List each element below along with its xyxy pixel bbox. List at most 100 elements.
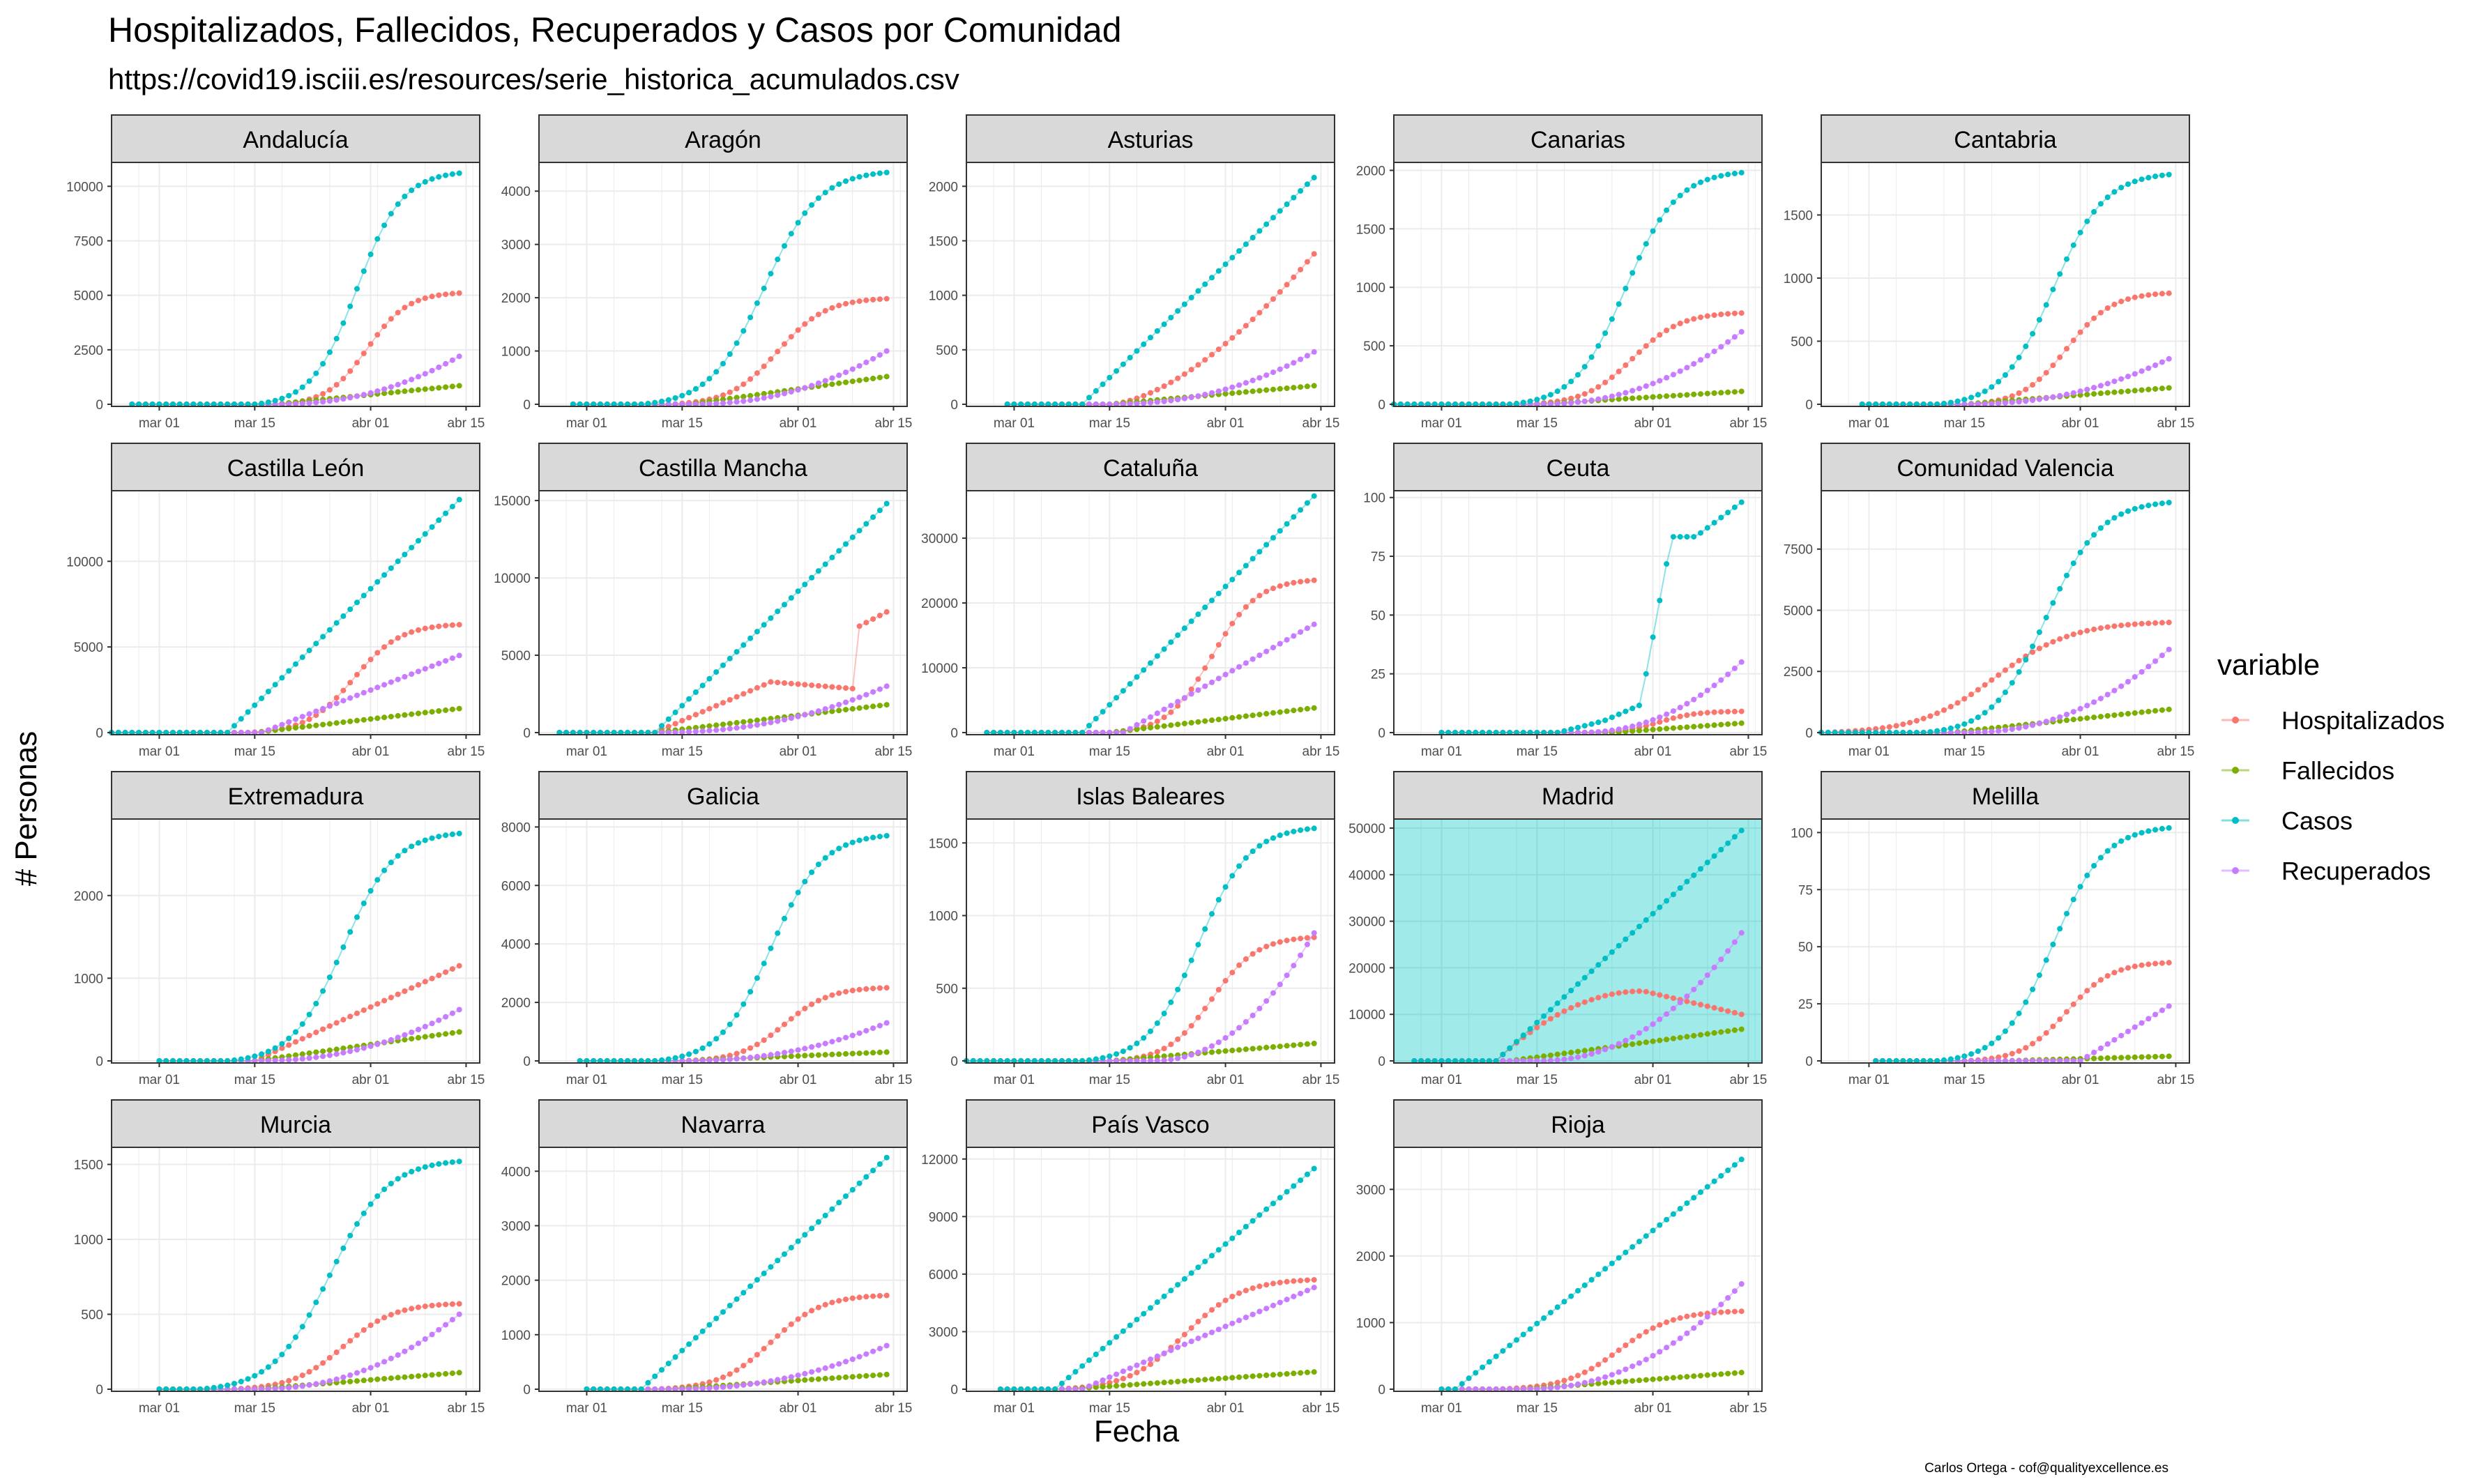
x-tick-label: abr 15 bbox=[1730, 1401, 1768, 1416]
data-point bbox=[699, 381, 706, 388]
data-point bbox=[2084, 386, 2090, 392]
data-point bbox=[326, 703, 333, 709]
series-line bbox=[966, 827, 1314, 1062]
data-point bbox=[2077, 549, 2083, 556]
data-point bbox=[313, 1000, 319, 1007]
data-point bbox=[1154, 1353, 1160, 1359]
data-point bbox=[1725, 1008, 1731, 1014]
data-point bbox=[1941, 707, 1947, 713]
data-point bbox=[1547, 1385, 1553, 1391]
data-point bbox=[279, 395, 285, 401]
data-point bbox=[1243, 563, 1249, 569]
data-point bbox=[1175, 308, 1181, 314]
data-point bbox=[761, 961, 767, 967]
data-point bbox=[2009, 1020, 2015, 1026]
y-tick-label: 0 bbox=[523, 1383, 531, 1398]
data-point bbox=[1636, 924, 1642, 930]
data-point bbox=[849, 1356, 856, 1362]
data-point bbox=[286, 1377, 292, 1384]
data-point bbox=[1284, 282, 1290, 288]
data-point bbox=[416, 668, 421, 675]
x-tick-label: mar 01 bbox=[566, 1401, 607, 1416]
data-point bbox=[2023, 386, 2029, 392]
data-point bbox=[713, 1315, 720, 1322]
data-point bbox=[326, 1047, 333, 1053]
data-point bbox=[1657, 217, 1663, 223]
data-point bbox=[692, 712, 699, 718]
data-point bbox=[849, 839, 856, 846]
data-point bbox=[1202, 665, 1208, 671]
series-line bbox=[966, 1043, 1314, 1062]
data-point bbox=[775, 680, 781, 686]
data-point bbox=[360, 1368, 367, 1373]
data-point bbox=[402, 1172, 408, 1178]
data-point bbox=[1643, 671, 1649, 677]
data-point bbox=[2091, 532, 2097, 538]
data-point bbox=[1588, 729, 1595, 735]
data-point bbox=[1086, 1057, 1092, 1063]
data-point bbox=[1229, 1320, 1236, 1326]
data-point bbox=[1636, 1360, 1642, 1366]
data-point bbox=[367, 390, 374, 396]
data-point bbox=[409, 1030, 415, 1035]
data-point bbox=[1263, 303, 1270, 309]
data-point bbox=[1616, 990, 1622, 996]
data-point bbox=[1684, 1313, 1690, 1319]
data-point bbox=[1277, 832, 1283, 839]
data-point bbox=[1657, 332, 1663, 338]
data-point bbox=[1670, 725, 1676, 731]
data-point bbox=[286, 401, 292, 407]
data-point bbox=[1202, 1258, 1208, 1264]
data-point bbox=[443, 510, 449, 517]
data-point bbox=[347, 1048, 354, 1055]
y-tick-label: 0 bbox=[1805, 1055, 1813, 1069]
data-point bbox=[1609, 727, 1615, 733]
legend-item-casos: Casos bbox=[2221, 806, 2353, 835]
data-point bbox=[1934, 728, 1940, 734]
data-point bbox=[1568, 988, 1574, 993]
data-point bbox=[360, 901, 367, 906]
data-point bbox=[1188, 957, 1194, 963]
data-point bbox=[1215, 1048, 1222, 1055]
data-point bbox=[293, 401, 298, 407]
data-point bbox=[1222, 1375, 1229, 1382]
data-point bbox=[836, 707, 842, 714]
data-point bbox=[1961, 696, 1968, 702]
data-point bbox=[713, 703, 720, 709]
data-point bbox=[347, 368, 354, 374]
data-point bbox=[883, 500, 890, 507]
data-point bbox=[340, 396, 347, 402]
data-point bbox=[395, 991, 401, 997]
data-point bbox=[1480, 1364, 1486, 1370]
data-point bbox=[1581, 1048, 1588, 1054]
x-tick-label: abr 15 bbox=[1730, 744, 1768, 759]
y-tick-label: 1000 bbox=[74, 1233, 103, 1248]
data-point bbox=[2023, 343, 2029, 349]
data-point bbox=[1698, 391, 1703, 397]
y-tick-label: 50 bbox=[1371, 609, 1385, 623]
data-point bbox=[2159, 291, 2165, 297]
data-point bbox=[815, 1376, 821, 1382]
data-point bbox=[2084, 627, 2090, 634]
data-point bbox=[788, 1048, 794, 1055]
data-point bbox=[2091, 1049, 2097, 1055]
y-tick-label: 0 bbox=[1378, 726, 1385, 741]
data-point bbox=[422, 1164, 428, 1170]
data-point bbox=[1072, 1369, 1079, 1375]
data-point bbox=[876, 834, 883, 840]
data-point bbox=[449, 357, 455, 363]
data-point bbox=[1188, 367, 1194, 373]
facet-panel-border bbox=[1821, 490, 2190, 735]
data-point bbox=[1270, 215, 1276, 221]
data-point bbox=[1311, 621, 1317, 627]
data-point bbox=[354, 1370, 360, 1376]
data-point bbox=[1311, 1369, 1317, 1375]
data-point bbox=[1229, 970, 1236, 976]
data-point bbox=[1711, 1372, 1717, 1378]
data-point bbox=[788, 680, 794, 687]
data-point bbox=[659, 398, 664, 404]
data-point bbox=[1236, 611, 1243, 618]
facet-strip bbox=[538, 1099, 908, 1148]
chart-subtitle: https://covid19.isciii.es/resources/seri… bbox=[108, 63, 959, 95]
data-point bbox=[374, 388, 381, 395]
